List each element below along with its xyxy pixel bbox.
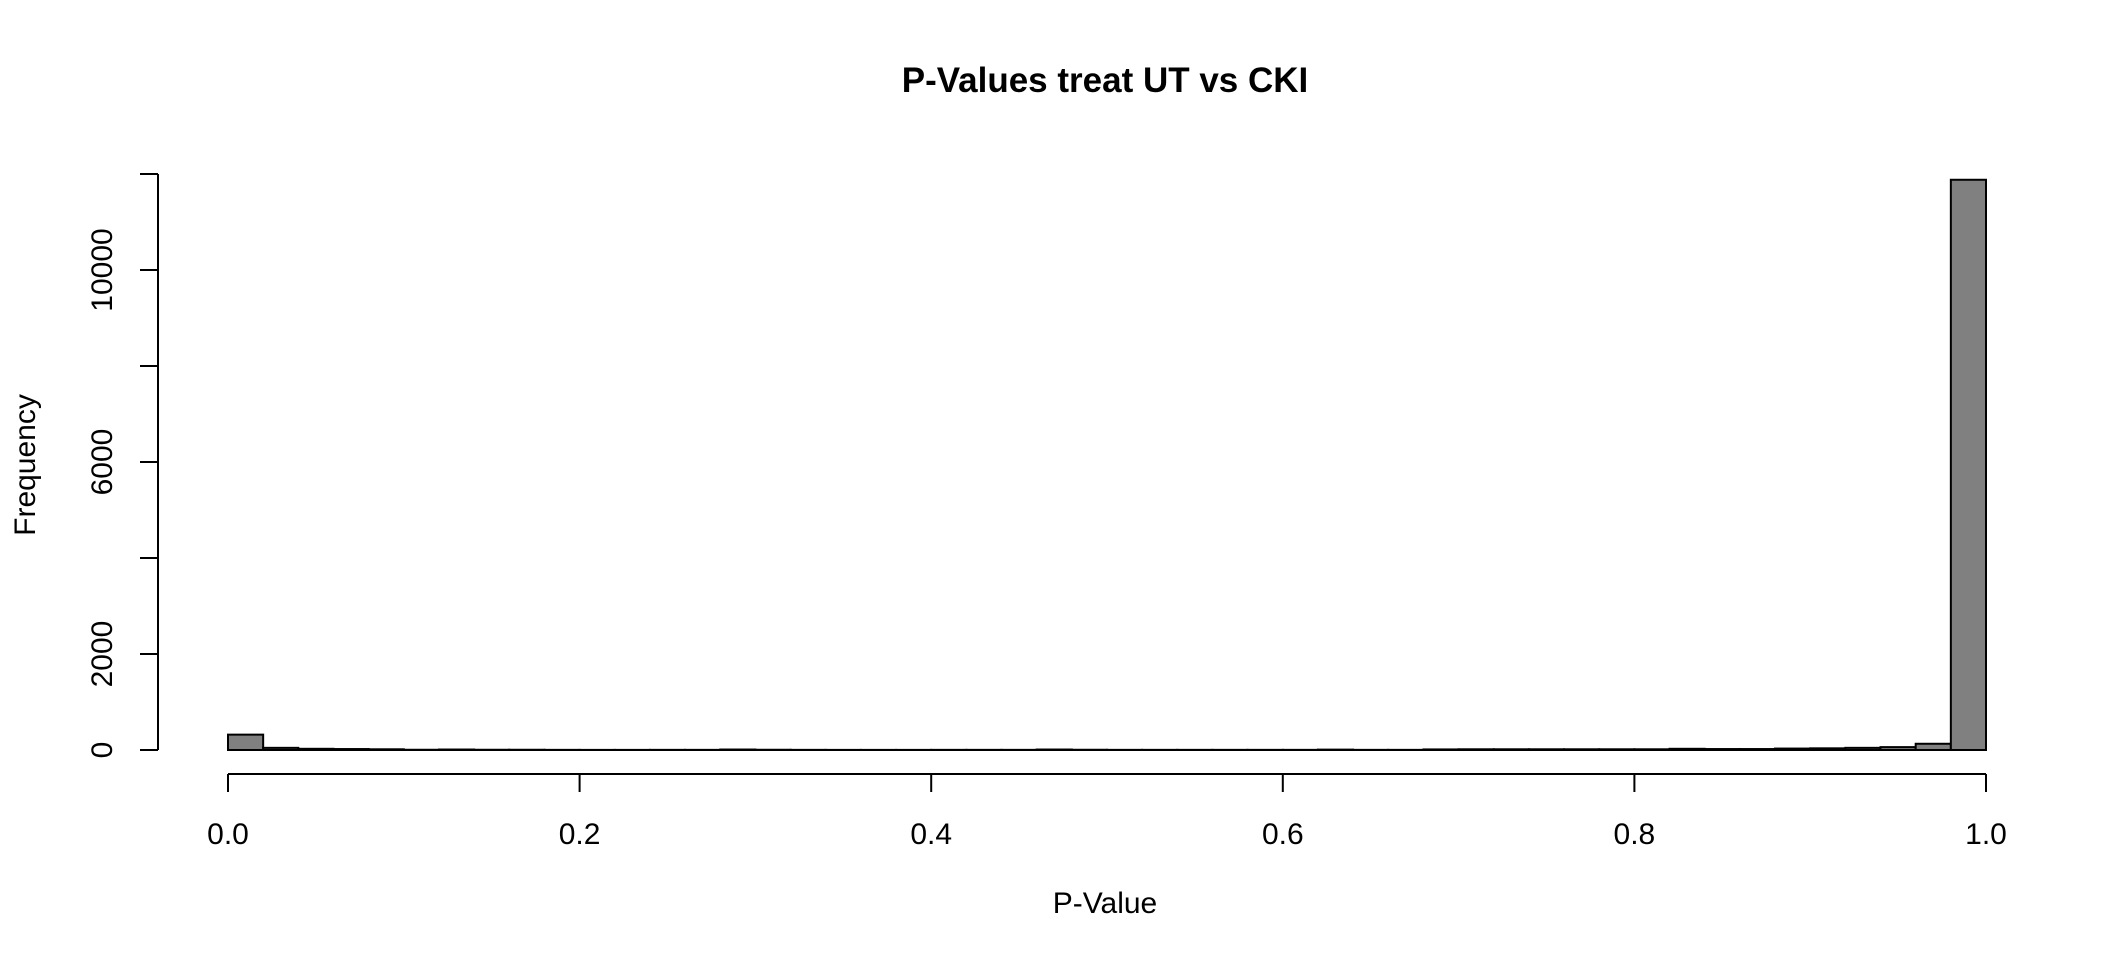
histogram-bar (1422, 748, 1460, 751)
y-axis: 0 2000 6000 10000 (86, 173, 159, 759)
x-tick-label: 0.0 (207, 818, 249, 851)
x-tick-label: 0.2 (559, 818, 601, 851)
x-tick-label: 0.4 (910, 818, 952, 851)
histogram-bar (262, 746, 300, 752)
histogram-bar (1738, 748, 1777, 751)
histogram-bar (227, 733, 265, 752)
histogram-bar (1598, 748, 1636, 752)
histogram-bar (1492, 748, 1530, 752)
histogram-bar (1633, 748, 1671, 752)
y-tick-label: 6000 (86, 429, 119, 496)
histogram-bar (1774, 747, 1812, 751)
y-tick-label: 10000 (86, 228, 119, 311)
chart-title: P-Values treat UT vs CKI (902, 61, 1309, 100)
x-tick-label: 0.8 (1614, 818, 1656, 851)
histogram-bar (1668, 747, 1706, 751)
histogram-bar (1879, 746, 1917, 751)
histogram-bar (1844, 746, 1882, 752)
x-tick-label: 1.0 (1965, 818, 2007, 851)
histogram-bar (1527, 748, 1566, 752)
y-tick-label: 0 (86, 742, 119, 759)
x-axis-label: P-Value (1053, 887, 1158, 920)
histogram-bar (332, 748, 370, 751)
histogram-bar (1949, 178, 1987, 751)
histogram-bar (1914, 742, 1952, 752)
histogram-bar (1563, 748, 1601, 752)
histogram-bar (1457, 748, 1495, 752)
y-tick-label: 2000 (86, 621, 119, 688)
histogram-bar (367, 748, 405, 752)
histogram-bar (297, 747, 335, 751)
y-axis-label: Frequency (9, 394, 42, 536)
x-tick-label: 0.6 (1262, 818, 1304, 851)
x-axis: 0.0 0.2 0.4 0.6 0.8 1.0 (207, 773, 2007, 851)
histogram-bar (1809, 747, 1847, 752)
histogram-bars (227, 178, 1987, 752)
histogram-bar (1703, 748, 1741, 751)
